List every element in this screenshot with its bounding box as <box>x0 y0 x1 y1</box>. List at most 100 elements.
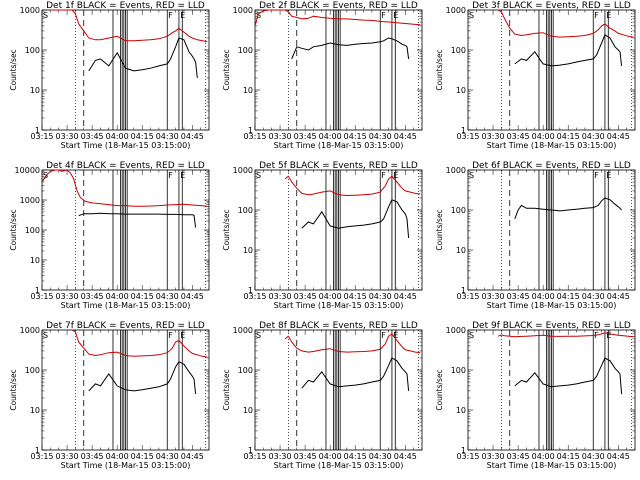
x-tick-label: 03:15 <box>456 452 479 461</box>
y-tick-label: 1000 <box>233 6 253 15</box>
panel-det-5: Det 5f BLACK = Events, RED = LLD 1 10 100 10… <box>222 161 423 310</box>
marker-s: S <box>256 11 261 20</box>
y-tick-label: 1 <box>248 446 253 455</box>
x-tick-label: 04:15 <box>131 132 154 141</box>
series-line-events <box>514 197 622 220</box>
x-tick-label: 04:15 <box>344 292 367 301</box>
marker-s: S <box>43 11 48 20</box>
marker-e: E <box>393 171 398 180</box>
x-tick-label: 04:45 <box>181 132 204 141</box>
x-tick-label: 03:15 <box>243 452 266 461</box>
x-tick-label: 04:30 <box>582 292 605 301</box>
marker-s: S <box>469 11 474 20</box>
x-tick-label: 04:30 <box>369 452 392 461</box>
x-tick-label: 04:00 <box>106 292 129 301</box>
y-tick-label: 1 <box>35 446 40 455</box>
series-line-lld <box>284 333 421 354</box>
y-tick-label: 10 <box>456 406 466 415</box>
series-line-events <box>88 361 197 395</box>
marker-e: E <box>606 331 611 340</box>
x-tick-label: 04:00 <box>532 452 555 461</box>
panel-title: Det 8f BLACK = Events, RED = LLD <box>259 321 418 331</box>
x-tick-label: 03:45 <box>81 292 104 301</box>
y-tick-label: 10000 <box>15 166 40 175</box>
marker-s: S <box>43 171 48 180</box>
x-tick-label: 04:45 <box>394 452 417 461</box>
y-tick-label: 1000 <box>233 326 253 335</box>
x-tick-label: 03:15 <box>243 292 266 301</box>
marker-e: E <box>393 11 398 20</box>
marker-f: F <box>381 331 386 340</box>
panel-det-1: Det 1f BLACK = Events, RED = LLD 1 10 100 10… <box>9 1 210 150</box>
x-axis-label: Start Time (18-Mar-15 03:15:00) <box>61 461 191 470</box>
y-axis-label: Counts/sec <box>222 369 231 410</box>
series-line-lld <box>497 9 634 38</box>
x-tick-label: 03:30 <box>482 292 505 301</box>
x-axis-label: Start Time (18-Mar-15 03:15:00) <box>61 301 191 310</box>
x-tick-label: 04:30 <box>369 292 392 301</box>
y-tick-label: 100 <box>451 206 466 215</box>
x-tick-label: 04:45 <box>607 132 630 141</box>
series-line-events <box>301 357 410 391</box>
x-tick-label: 03:30 <box>269 292 292 301</box>
marker-e: E <box>180 171 185 180</box>
x-tick-label: 04:15 <box>344 132 367 141</box>
x-tick-label: 03:45 <box>81 452 104 461</box>
marker-e: E <box>606 11 611 20</box>
y-axis-label: Counts/sec <box>435 369 444 410</box>
x-tick-label: 04:00 <box>319 132 342 141</box>
x-tick-label: 03:15 <box>30 292 53 301</box>
y-tick-label: 100 <box>238 366 253 375</box>
panel-det-7: Det 7f BLACK = Events, RED = LLD 1 10 100 10… <box>9 321 210 470</box>
series-line-events <box>291 37 410 60</box>
panel-title: Det 4f BLACK = Events, RED = LLD <box>46 161 205 171</box>
y-tick-label: 1 <box>461 126 466 135</box>
panel-title: Det 3f BLACK = Events, RED = LLD <box>472 1 631 11</box>
x-axis-label: Start Time (18-Mar-15 03:15:00) <box>61 141 191 150</box>
y-tick-label: 1 <box>248 126 253 135</box>
x-tick-label: 03:30 <box>56 452 79 461</box>
x-axis-label: Start Time (18-Mar-15 03:15:00) <box>274 141 404 150</box>
series-line-events <box>301 199 410 239</box>
x-tick-label: 04:45 <box>394 132 417 141</box>
panel-det-9: Det 9f BLACK = Events, RED = LLD 1 10 100 10… <box>435 321 636 470</box>
panel-title: Det 6f BLACK = Events, RED = LLD <box>472 161 631 171</box>
y-tick-label: 1000 <box>446 6 466 15</box>
x-tick-label: 04:15 <box>557 452 580 461</box>
marker-e: E <box>393 331 398 340</box>
x-tick-label: 03:15 <box>30 132 53 141</box>
panel-det-8: Det 8f BLACK = Events, RED = LLD 1 10 100 10… <box>222 321 423 470</box>
y-tick-label: 100 <box>25 226 40 235</box>
marker-s: S <box>469 171 474 180</box>
x-tick-label: 03:45 <box>507 132 530 141</box>
x-tick-label: 03:30 <box>56 132 79 141</box>
x-tick-label: 03:15 <box>456 132 479 141</box>
x-tick-label: 04:30 <box>369 132 392 141</box>
x-tick-label: 03:30 <box>482 452 505 461</box>
marker-e: E <box>180 331 185 340</box>
marker-s: S <box>256 171 261 180</box>
x-tick-label: 04:45 <box>607 452 630 461</box>
x-tick-label: 04:30 <box>582 452 605 461</box>
panel-det-4: Det 4f BLACK = Events, RED = LLD 1 10 100 10… <box>9 161 210 310</box>
x-tick-label: 03:45 <box>294 452 317 461</box>
series-line-lld <box>41 169 208 207</box>
x-tick-label: 04:00 <box>319 292 342 301</box>
x-tick-label: 03:15 <box>243 132 266 141</box>
y-tick-label: 1000 <box>446 326 466 335</box>
y-tick-label: 100 <box>451 46 466 55</box>
y-tick-label: 10 <box>456 86 466 95</box>
panel-det-6: Det 6f BLACK = Events, RED = LLD 1 10 100 10… <box>435 161 636 310</box>
x-tick-label: 04:00 <box>106 132 129 141</box>
y-tick-label: 100 <box>238 46 253 55</box>
series-line-lld <box>254 9 421 27</box>
x-axis-label: Start Time (18-Mar-15 03:15:00) <box>487 461 617 470</box>
marker-s: S <box>43 331 48 340</box>
y-tick-label: 1 <box>35 286 40 295</box>
marker-f: F <box>594 11 599 20</box>
y-tick-label: 1 <box>461 286 466 295</box>
y-axis-label: Counts/sec <box>9 369 18 410</box>
series-line-lld <box>50 9 208 43</box>
panel-title: Det 1f BLACK = Events, RED = LLD <box>46 1 205 11</box>
